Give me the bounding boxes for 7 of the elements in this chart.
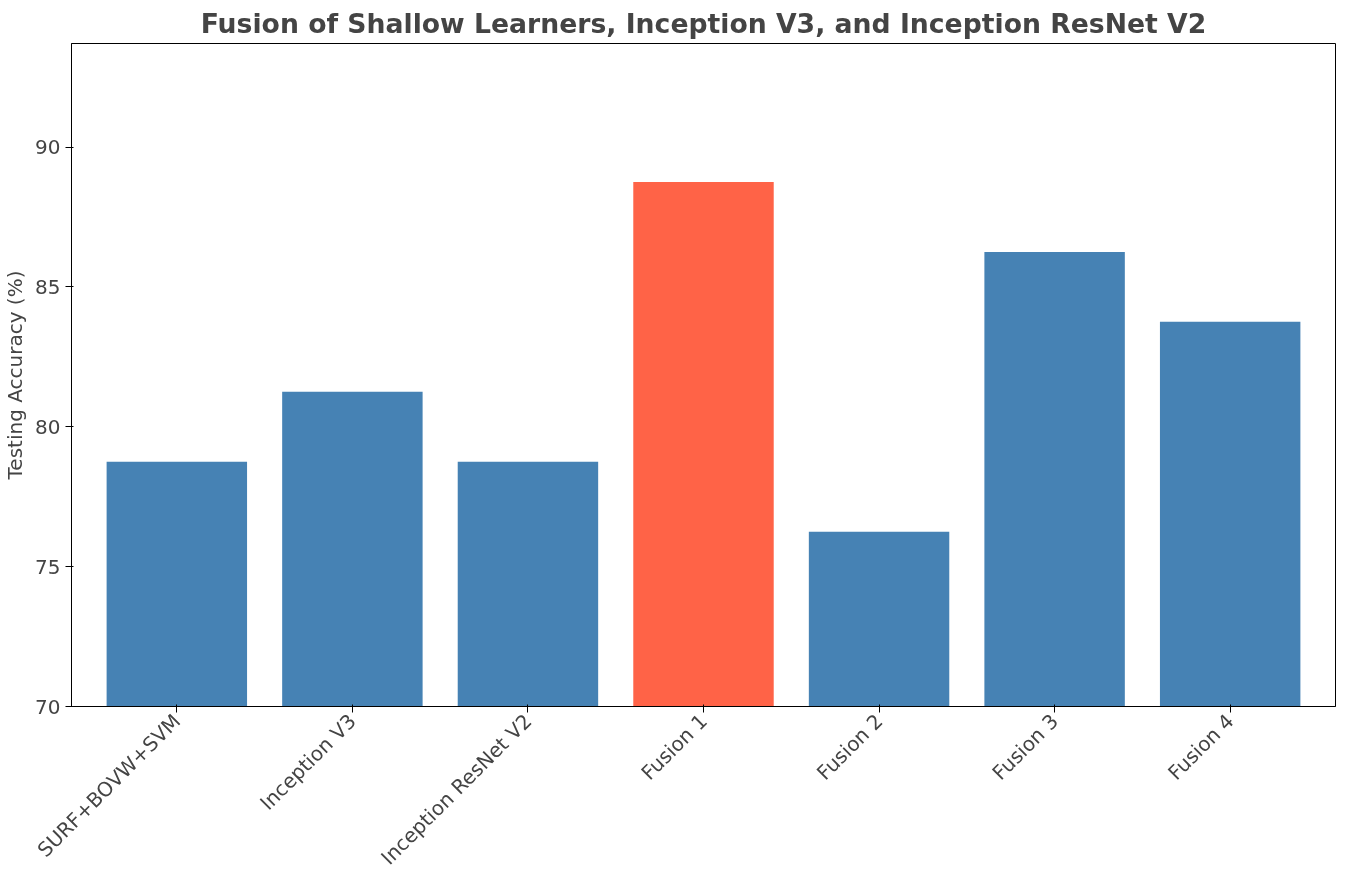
y-tick-label: 80 <box>35 414 61 439</box>
y-axis-title: Testing Accuracy (%) <box>3 270 28 481</box>
y-tick-label: 90 <box>35 135 61 160</box>
y-tick-label: 75 <box>35 554 61 579</box>
y-tick-label: 85 <box>35 274 61 299</box>
y-tick-label: 70 <box>35 694 61 719</box>
chart-title: Fusion of Shallow Learners, Inception V3, and Inception ResNet V2 <box>200 7 1207 39</box>
